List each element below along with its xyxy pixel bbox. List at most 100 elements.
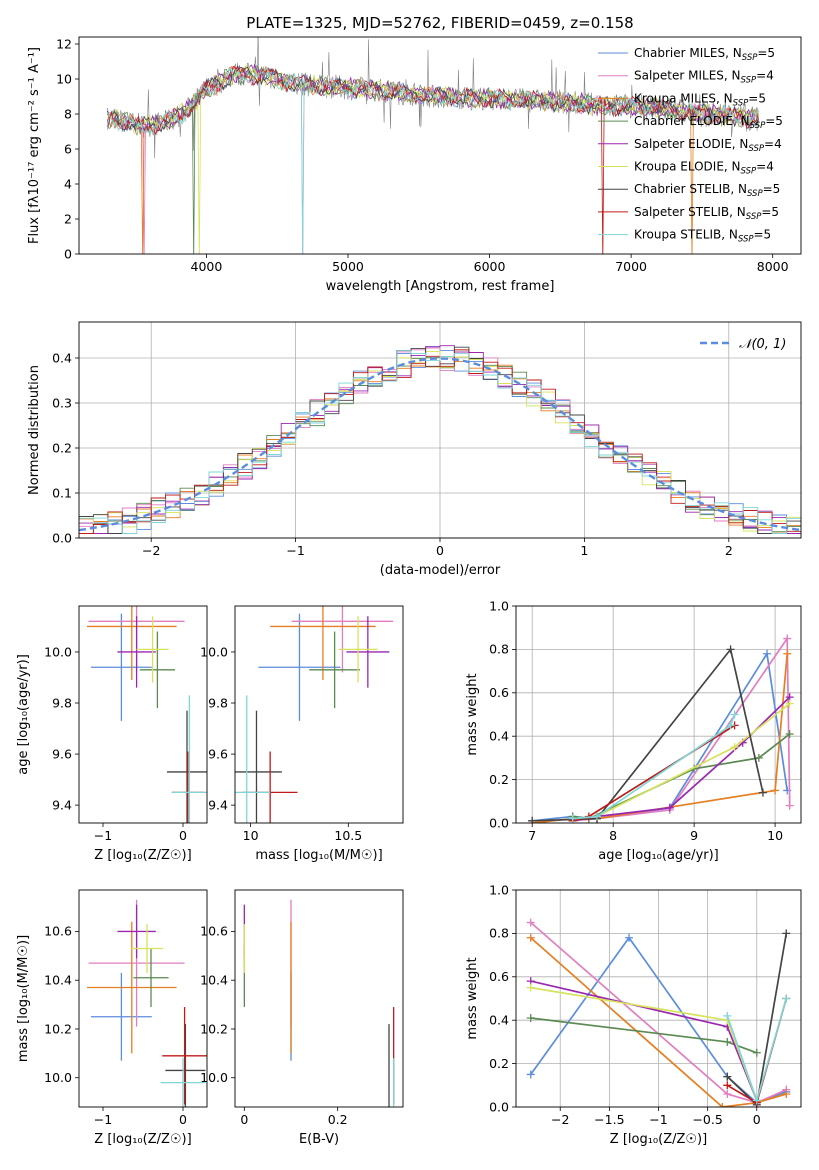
legend-label-n: =4 <box>756 69 774 83</box>
series-line-chabrier-elodie <box>530 1017 758 1054</box>
legend-label-n: =5 <box>757 46 775 60</box>
plot-area-mass-vs-ebv <box>243 899 395 1107</box>
y-tick-label: 0 <box>64 246 72 261</box>
point-marker-kroupa-stelib <box>568 814 577 823</box>
legend-label-chabrier-stelib: Chabrier STELIB, NSSP=5 <box>634 182 780 199</box>
plot-area-weight-vs-age <box>528 634 794 823</box>
legend-label-salpeter-stelib: Salpeter STELIB, NSSP=5 <box>634 205 779 222</box>
axes-frame <box>515 889 802 1108</box>
point-marker-salpeter-elodie <box>665 803 674 812</box>
plot-area-spectrum <box>106 37 759 254</box>
y-tick-label: 0.4 <box>489 729 509 744</box>
axes-frame <box>234 605 404 824</box>
y-tick-label: 0.4 <box>489 1013 509 1028</box>
y-axis-label: age [log₁₀(age/yr)] <box>16 654 31 775</box>
x-tick-label: −2 <box>551 1112 569 1127</box>
legend-label-text: Chabrier MILES, N <box>634 46 742 60</box>
y-tick-label: 0.6 <box>489 969 509 984</box>
y-axis-label: Normed distribution <box>27 365 42 495</box>
y-tick-label: 10.2 <box>44 1021 72 1036</box>
y-tick-label: 10.0 <box>44 644 72 659</box>
y-tick-label: 0.3 <box>52 395 72 410</box>
point-marker-kroupa-elodie <box>730 743 739 752</box>
x-tick-label: 5000 <box>332 259 364 274</box>
panel-spectrum: 4000 5000 6000 7000 8000 0 2 4 6 8 10 12 wavelength … <box>27 14 802 294</box>
y-tick-label: 1.0 <box>489 882 509 897</box>
legend-label-sub: SSP <box>750 121 766 131</box>
axes-frame <box>234 889 404 1108</box>
point-marker-kroupa-miles <box>783 649 792 658</box>
panel-age-vs-mass: 10 10.5 9.4 9.6 9.8 10.0 mass [log₁₀(M/M☉)] <box>200 605 404 863</box>
legend-label-n: =5 <box>761 205 779 219</box>
point-marker-chabrier-stelib <box>528 816 537 823</box>
x-tick-label: −1 <box>286 543 304 558</box>
plot-area-residuals <box>79 345 801 534</box>
point-marker-chabrier-stelib <box>723 1072 732 1081</box>
legend-label-kroupa-elodie: Kroupa ELODIE, NSSP=4 <box>634 160 774 177</box>
y-tick-label: 0.2 <box>489 772 509 787</box>
legend-label-n: =5 <box>763 182 781 196</box>
legend-label-sub: SSP <box>733 98 749 108</box>
y-tick-label: 9.4 <box>208 797 228 812</box>
point-marker-chabrier-elodie <box>752 1048 761 1057</box>
y-tick-label: 0.2 <box>489 1056 509 1071</box>
legend-label-n: =5 <box>748 91 766 105</box>
plot-area-age-vs-Z <box>87 606 207 823</box>
panel-mass-vs-ebv: 0 0.2 10.0 10.2 10.4 10.6 E(B-V) <box>200 889 404 1147</box>
x-tick-label: −1.5 <box>594 1112 624 1127</box>
histogram-kroupa-stelib <box>79 350 801 534</box>
legend-label-text: Chabrier ELODIE, N <box>634 114 750 128</box>
y-tick-label: 10.0 <box>200 1070 228 1085</box>
legend-label-chabrier-elodie: Chabrier ELODIE, NSSP=5 <box>634 114 783 131</box>
point-marker-salpeter-miles <box>783 634 792 643</box>
legend-label-sub: SSP <box>747 189 763 199</box>
x-tick-label: 8000 <box>757 259 789 274</box>
normal-curve <box>79 357 801 532</box>
point-marker-chabrier-stelib <box>758 788 767 797</box>
series-line-kroupa-elodie <box>530 986 758 1101</box>
plot-area-age-vs-mass <box>235 606 394 823</box>
x-tick-label: 10 <box>243 828 259 843</box>
legend-label-salpeter-miles: Salpeter MILES, NSSP=4 <box>634 69 774 86</box>
series-line-kroupa-elodie <box>572 702 791 820</box>
y-tick-label: 10.2 <box>200 1021 228 1036</box>
x-axis-label: (data-model)/error <box>380 563 501 578</box>
x-tick-label: 9 <box>690 828 698 843</box>
model-line-kroupa-stelib <box>106 67 759 254</box>
legend-label-kroupa-miles: Kroupa MILES, NSSP=5 <box>634 91 766 108</box>
panel-mass-vs-Z: −1 0 10.0 10.2 10.4 10.6 Z [log₁₀(Z/Z☉)] mass [… <box>16 889 208 1147</box>
point-marker-chabrier-stelib <box>782 929 791 938</box>
y-tick-label: 9.6 <box>208 746 228 761</box>
point-marker-chabrier-elodie <box>723 1037 732 1046</box>
x-tick-label: 0 <box>436 543 444 558</box>
y-tick-label: 10.4 <box>200 973 228 988</box>
y-tick-label: 0.4 <box>52 350 72 365</box>
series-line-salpeter-miles <box>530 921 787 1104</box>
x-tick-label: −1 <box>649 1112 667 1127</box>
y-tick-label: 10.4 <box>44 973 72 988</box>
point-marker-kroupa-miles <box>782 1089 791 1098</box>
y-axis-label: mass weight <box>465 957 480 1039</box>
x-axis-label: E(B-V) <box>299 1132 339 1147</box>
point-marker-chabrier-elodie <box>785 730 794 739</box>
legend-label-normal: 𝒩(0, 1) <box>739 337 786 352</box>
series-line-chabrier-stelib <box>532 647 764 822</box>
y-tick-label: 0.1 <box>52 485 72 500</box>
x-tick-label: 8 <box>609 828 617 843</box>
y-tick-label: 4 <box>64 176 72 191</box>
y-tick-label: 10 <box>56 71 72 86</box>
y-tick-label: 10.6 <box>44 924 72 939</box>
series-line-kroupa-miles <box>530 937 787 1107</box>
axes-frame <box>78 36 802 255</box>
point-marker-chabrier-elodie <box>526 1014 535 1023</box>
y-tick-label: 10.6 <box>200 924 228 939</box>
legend-label-n: =5 <box>754 228 772 242</box>
x-axis-label: Z [log₁₀(Z/Z☉)] <box>94 848 191 863</box>
x-tick-label: −0.5 <box>692 1112 722 1127</box>
y-tick-label: 0.2 <box>52 440 72 455</box>
panel-weight-vs-Z: −2 −1.5 −1 −0.5 0 0.0 0.2 0.4 0.6 0.8 1.0 Z [log₁₀(… <box>465 882 802 1147</box>
legend-label-text: Salpeter ELODIE, N <box>634 137 748 151</box>
axes-frame <box>78 321 802 539</box>
point-marker-salpeter-miles <box>723 1089 732 1098</box>
y-tick-label: 10.0 <box>200 644 228 659</box>
